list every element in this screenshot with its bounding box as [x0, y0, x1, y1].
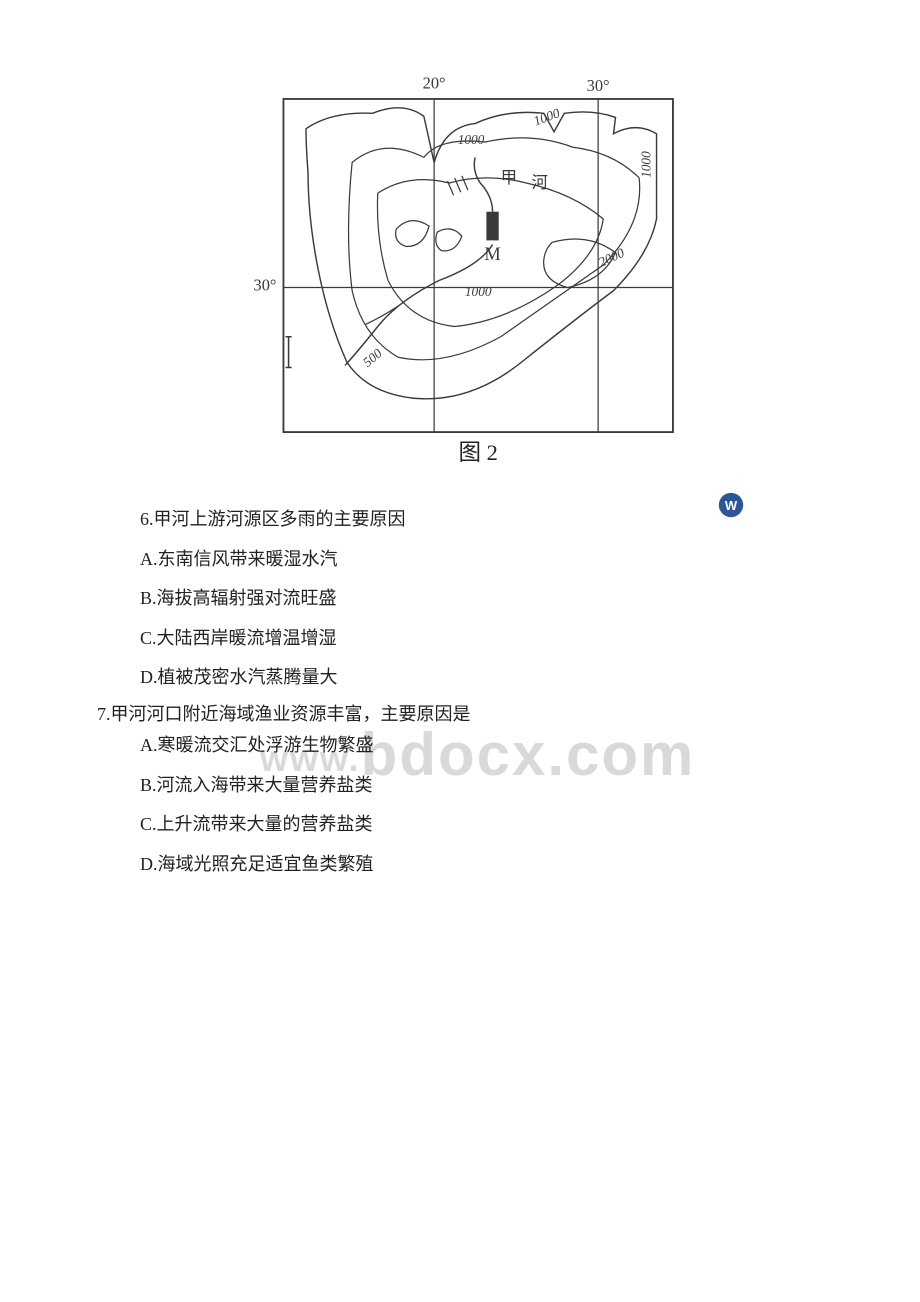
contour-label-1000a: 1000	[458, 132, 485, 147]
map-figure: 20° 30° 30°	[200, 60, 740, 470]
q6-option-d: D.植被茂密水汽蒸腾量大	[140, 658, 850, 698]
q6-option-a: A.东南信风带来暖湿水汽	[140, 540, 850, 580]
q6-option-c: C.大陆西岸暖流增温增湿	[140, 619, 850, 659]
q7-option-a: A.寒暖流交汇处浮游生物繁盛	[140, 726, 850, 766]
river-label-jia: 甲	[501, 168, 517, 187]
contour-label-1000c: 1000	[638, 151, 653, 178]
lat-label-30: 30°	[254, 276, 277, 295]
q7-option-b: B.河流入海带来大量营养盐类	[140, 766, 850, 806]
q7-option-d: D.海域光照充足适宜鱼类繁殖	[140, 845, 850, 885]
q7-stem: 7.甲河河口附近海域渔业资源丰富，主要原因是	[97, 700, 850, 726]
figure-caption: 图 2	[458, 440, 497, 465]
marker-m-label: M	[484, 244, 500, 264]
river-label-he: 河	[532, 173, 548, 192]
contour-label-1000d: 1000	[465, 284, 492, 299]
q7-option-c: C.上升流带来大量的营养盐类	[140, 805, 850, 845]
contour-label-2000: 2000	[596, 245, 627, 270]
contour-label-500: 500	[360, 345, 385, 370]
word-app-icon: W	[718, 492, 744, 518]
lon-label-20: 20°	[423, 74, 446, 93]
svg-text:W: W	[725, 498, 738, 513]
lon-label-30: 30°	[587, 76, 610, 95]
q6-option-b: B.海拔高辐射强对流旺盛	[140, 579, 850, 619]
